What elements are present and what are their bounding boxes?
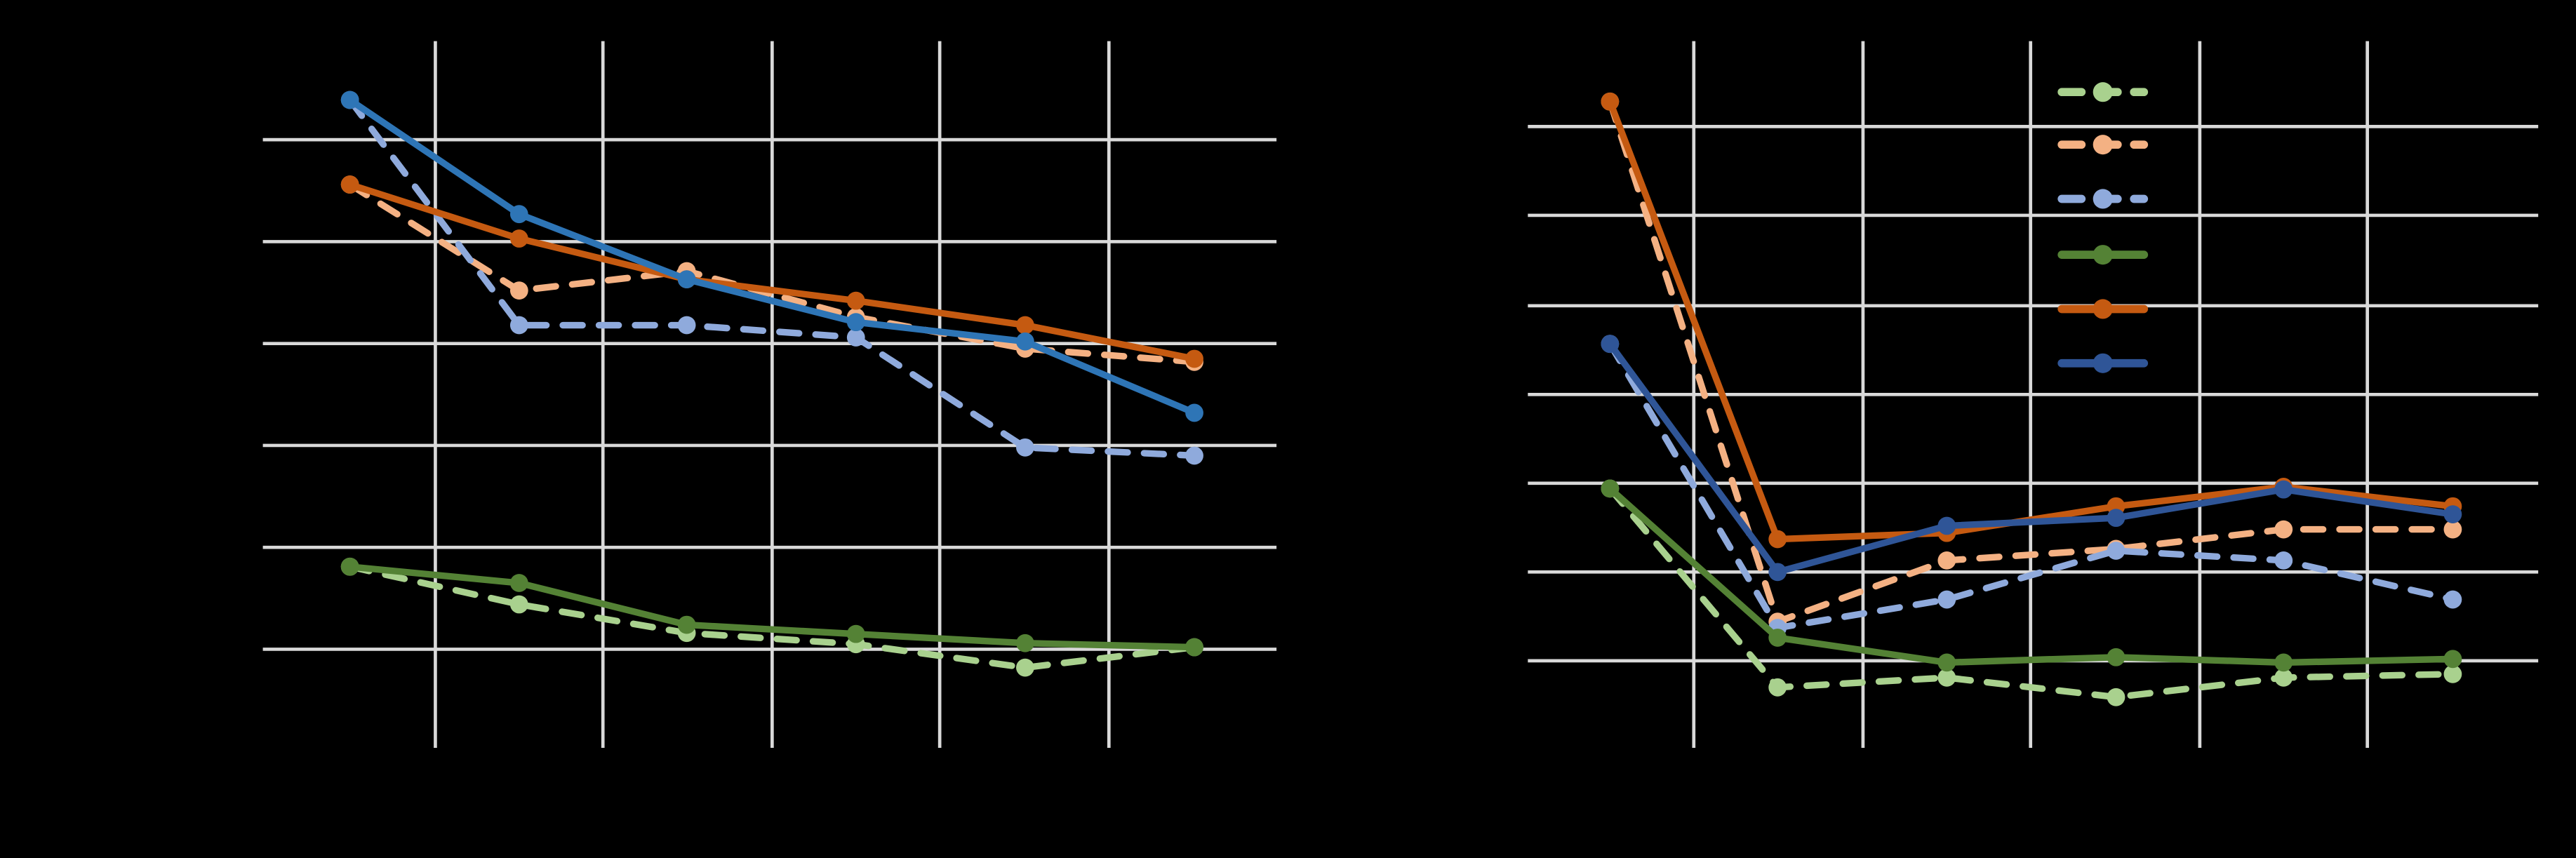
series-4 [340, 557, 1203, 657]
series-1 [1601, 479, 2462, 706]
series-line [1606, 340, 2457, 576]
data-point [509, 281, 528, 300]
data-point [1768, 678, 1787, 697]
legend-item-5 [2057, 299, 2149, 319]
data-point [2443, 505, 2462, 523]
series-4 [1601, 479, 2462, 672]
legend-swatch-marker [2093, 299, 2113, 319]
data-point [1016, 658, 1034, 677]
data-point [1937, 669, 1956, 687]
data-point [2274, 520, 2293, 539]
data-point [677, 316, 696, 335]
data-point [1937, 653, 1956, 672]
data-point [1185, 446, 1203, 465]
left-line-chart [262, 41, 1277, 749]
data-point [1016, 438, 1034, 457]
data-point [340, 91, 359, 109]
data-point [1016, 332, 1034, 351]
series-line [1606, 485, 2457, 666]
legend-swatch-marker [2093, 353, 2113, 373]
series-line [346, 181, 1198, 363]
data-point [846, 313, 865, 332]
data-point [509, 229, 528, 248]
series-line [1606, 340, 2457, 631]
data-point [677, 615, 696, 634]
series-line [346, 563, 1198, 671]
data-point [2107, 509, 2125, 528]
data-point [1937, 516, 1956, 535]
series-6 [340, 91, 1203, 422]
data-point [2107, 648, 2125, 666]
data-point [1185, 403, 1203, 422]
data-point [2274, 653, 2293, 672]
data-point [2107, 542, 2125, 560]
data-point [1768, 563, 1787, 582]
series-line [1606, 485, 2457, 701]
data-point [1185, 349, 1203, 368]
legend-item-6 [2057, 353, 2149, 373]
data-point [2274, 480, 2293, 499]
data-point [677, 270, 696, 289]
data-point [1016, 634, 1034, 652]
data-point [846, 624, 865, 643]
legend-item-1 [2057, 82, 2149, 102]
data-point [509, 574, 528, 592]
legend-swatch-marker [2093, 135, 2113, 155]
data-point [2443, 590, 2462, 609]
right-line-chart [1528, 41, 2539, 749]
data-point [1185, 638, 1203, 657]
legend-swatch-marker [2093, 189, 2113, 209]
data-point [1937, 590, 1956, 609]
series-line [346, 96, 1198, 417]
data-point [2443, 650, 2462, 669]
data-point [1601, 479, 1620, 498]
data-point [509, 316, 528, 335]
series-6 [1601, 335, 2462, 582]
data-point [846, 291, 865, 310]
data-point [2107, 688, 2125, 706]
legend-swatch-marker [2093, 82, 2113, 102]
data-point [340, 557, 359, 576]
legend-item-2 [2057, 135, 2149, 155]
legend-item-4 [2057, 245, 2149, 265]
data-point [509, 595, 528, 614]
data-point [1768, 530, 1787, 549]
legend [2057, 82, 2149, 373]
series-line [346, 96, 1198, 460]
series-line [346, 563, 1198, 651]
legend-swatch-marker [2093, 245, 2113, 265]
data-point [2274, 669, 2293, 687]
series-5 [340, 175, 1203, 368]
data-point [846, 328, 865, 347]
legend-item-3 [2057, 189, 2149, 209]
data-point [509, 205, 528, 224]
data-point [2443, 520, 2462, 539]
data-point [1016, 316, 1034, 335]
data-point [1601, 92, 1620, 111]
data-point [2274, 551, 2293, 570]
data-point [2443, 664, 2462, 683]
data-point [340, 175, 359, 194]
data-point [1937, 551, 1956, 570]
data-point [1768, 629, 1787, 647]
data-point [1601, 335, 1620, 354]
